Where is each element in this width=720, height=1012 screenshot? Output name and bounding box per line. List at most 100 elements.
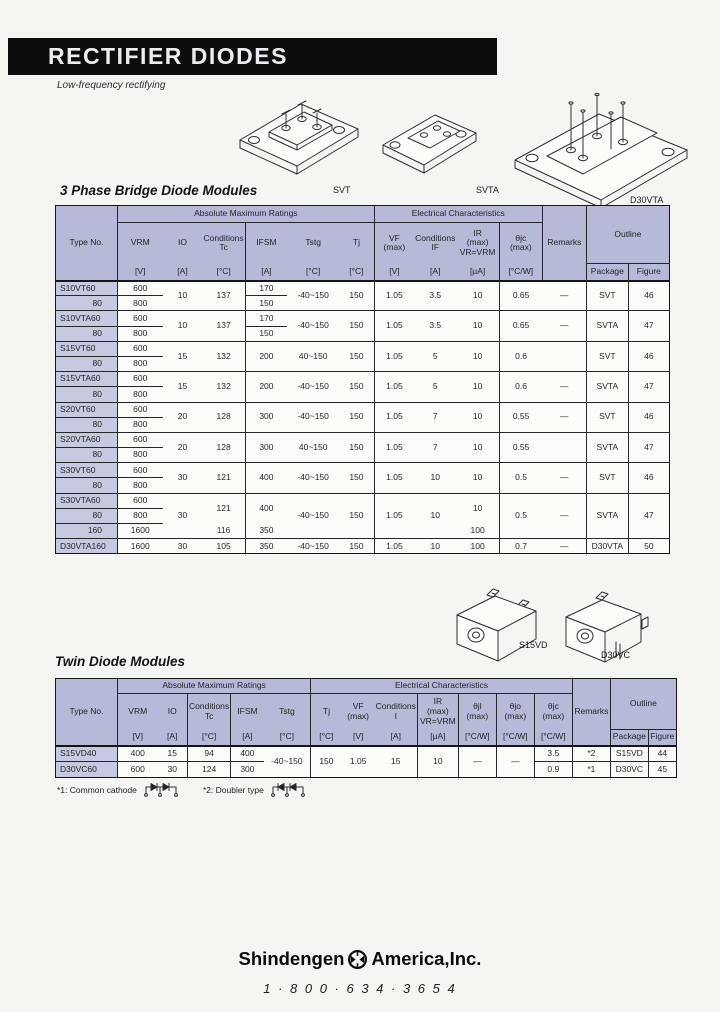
cell-vrm: 600 <box>117 401 163 418</box>
cell-vf: 1.05 <box>373 492 415 539</box>
d30vta-module-drawing <box>505 90 697 210</box>
group-header-abs-max: Absolute Maximum Ratings <box>116 678 311 694</box>
shindengen-logo-icon <box>348 949 368 969</box>
twin-modules-table-body: S15VD40 400 15 94 400 -40~150 150 1.05 15 10— —3.5… <box>55 744 677 778</box>
unit-ci: [A] <box>374 729 418 746</box>
cell-tc: 94 <box>186 744 231 762</box>
table-row: 80 800 <box>55 356 670 372</box>
col-header-io: IO <box>157 693 188 730</box>
cell-vrm: 1600 <box>117 538 163 554</box>
footnote-doubler: *2: Doubler type <box>202 784 264 795</box>
cell-tc: 121 <box>202 492 246 524</box>
cell-tc: 137 <box>202 310 246 342</box>
cell-io: 30 <box>162 492 203 539</box>
cell-if: 3.5 <box>414 310 457 342</box>
cell-tj: 150 <box>339 431 375 463</box>
cell-type: S15VD40 <box>55 744 118 762</box>
cell-fig: 47 <box>627 310 670 342</box>
col-header-ifsm: IFSM <box>244 222 288 264</box>
cell-rem: — <box>542 371 587 402</box>
table-units-row: [V] [A] [°C] [A] [°C] [°C] [V] [A] [μA] … <box>56 263 670 281</box>
page-title: RECTIFIER DIODES <box>8 38 497 75</box>
cell-tj: 150 <box>339 371 375 402</box>
cell-tstg: 40~150 <box>287 431 340 463</box>
cell-vrm: 800 <box>117 477 163 494</box>
svt-module-drawing <box>225 83 370 188</box>
cell-pkg: SVTA <box>585 492 629 539</box>
col-header-vf: VF (max) <box>341 693 375 730</box>
svta-module-icon <box>382 114 477 174</box>
unit-tstg: [°C] <box>287 263 340 281</box>
cell-thjc: 0.65 <box>498 279 543 311</box>
unit-vf: [V] <box>373 263 415 281</box>
cell-vrm: 600 <box>117 492 163 509</box>
cell-if: 10 <box>414 462 457 494</box>
cell-ifsm: 300 <box>244 401 288 433</box>
cell-ir: 10 <box>456 492 500 524</box>
cell-pkg: SVT <box>585 401 629 433</box>
unit-io: [A] <box>157 729 188 746</box>
cell-io: 10 <box>162 279 203 311</box>
cell-vrm: 800 <box>117 386 163 402</box>
cell-thjc: 0.7 <box>498 538 543 554</box>
cell-tstg: -40~150 <box>287 462 340 494</box>
twin-modules-table-wrap: Type No. Absolute Maximum Ratings Electr… <box>55 678 677 778</box>
cell-ifsm: 350 <box>244 523 288 539</box>
group-header-outline: Outline <box>609 678 677 730</box>
brand-name-right: America,Inc. <box>371 948 482 969</box>
cell-vrm: 600 <box>117 310 163 327</box>
cell-ifsm: 200 <box>244 371 288 402</box>
unit-ifsm: [A] <box>230 729 264 746</box>
cell-io: 20 <box>162 431 203 463</box>
cell-tstg: -40~150 <box>287 538 340 554</box>
table-row: S15VT60 600 15 132 200 40~150 150 1.05 5 10 0.6 SVT… <box>55 340 670 372</box>
cell-fig: 46 <box>627 462 670 494</box>
col-header-tc: Conditions Tc <box>186 693 231 730</box>
cell-vf: 1.05 <box>373 401 415 433</box>
unit-vrm: [V] <box>117 263 163 281</box>
cell-vf: 1.05 <box>373 538 415 554</box>
unit-tj: [°C] <box>310 729 342 746</box>
cell-type: 80 <box>55 447 118 463</box>
cell-vf: 1.05 <box>373 431 415 463</box>
cell-tstg: -40~150 <box>287 371 340 402</box>
cell-ifsm: 170 <box>244 310 288 327</box>
svta-module-drawing <box>372 93 484 193</box>
cell-tc: 121 <box>202 462 246 494</box>
table-row: 80 800 150 <box>55 326 670 342</box>
cell-ir: 10 <box>456 462 500 494</box>
bridge-modules-table-body: S10VT60 600 10 137 170 -40~150 150 1.05 3.5 10 0.6… <box>55 279 670 554</box>
col-header-ir: IR (max) VR=VRM <box>456 222 500 264</box>
cell-vrm: 600 <box>117 279 163 297</box>
unit-vf: [V] <box>341 729 375 746</box>
cell-rem <box>542 431 587 463</box>
cell-ifsm: 300 <box>244 431 288 463</box>
cell-rem: — <box>542 401 587 433</box>
cell-tc: 124 <box>186 761 231 778</box>
d30vc-label: D30VC <box>601 650 631 660</box>
table-row: D30VTA160 1600 30 105 350 -40~150 150 1.05 10 100… <box>55 538 670 554</box>
col-header-tstg: Tstg <box>287 222 340 264</box>
table-row: 80 800 <box>55 386 670 402</box>
cell-type: S10VTA60 <box>55 310 118 327</box>
table-row: S15VTA60 600 15 132 200 -40~150 150 1.05 5 10 0.6—… <box>55 371 670 402</box>
col-header-ir: IR (max) VR=VRM <box>416 693 459 730</box>
table-row: S20VTA60 600 20 128 300 40~150 150 1.05 7 10 0.55 S… <box>55 431 670 463</box>
cell-vrm: 600 <box>117 462 163 479</box>
cell-tstg: -40~150 <box>287 279 340 311</box>
col-header-ifsm: IFSM <box>230 693 264 730</box>
unit-ir: [μA] <box>416 729 459 746</box>
cell-type: S15VT60 <box>55 340 118 357</box>
col-header-remarks: Remarks <box>571 678 611 746</box>
cell-vf: 1.05 <box>341 744 375 778</box>
cell-thjo: — <box>495 744 535 778</box>
cell-type: S30VTA60 <box>55 492 118 509</box>
cell-type: 80 <box>55 417 118 433</box>
cell-tj: 150 <box>339 340 375 372</box>
cell-io: 20 <box>162 401 203 433</box>
unit-ifsm: [A] <box>244 263 288 281</box>
cell-ifsm: 400 <box>244 492 288 524</box>
doubler-symbol-icon <box>270 783 305 797</box>
cell-ifsm: 150 <box>244 295 288 311</box>
cell-io: 10 <box>162 310 203 342</box>
